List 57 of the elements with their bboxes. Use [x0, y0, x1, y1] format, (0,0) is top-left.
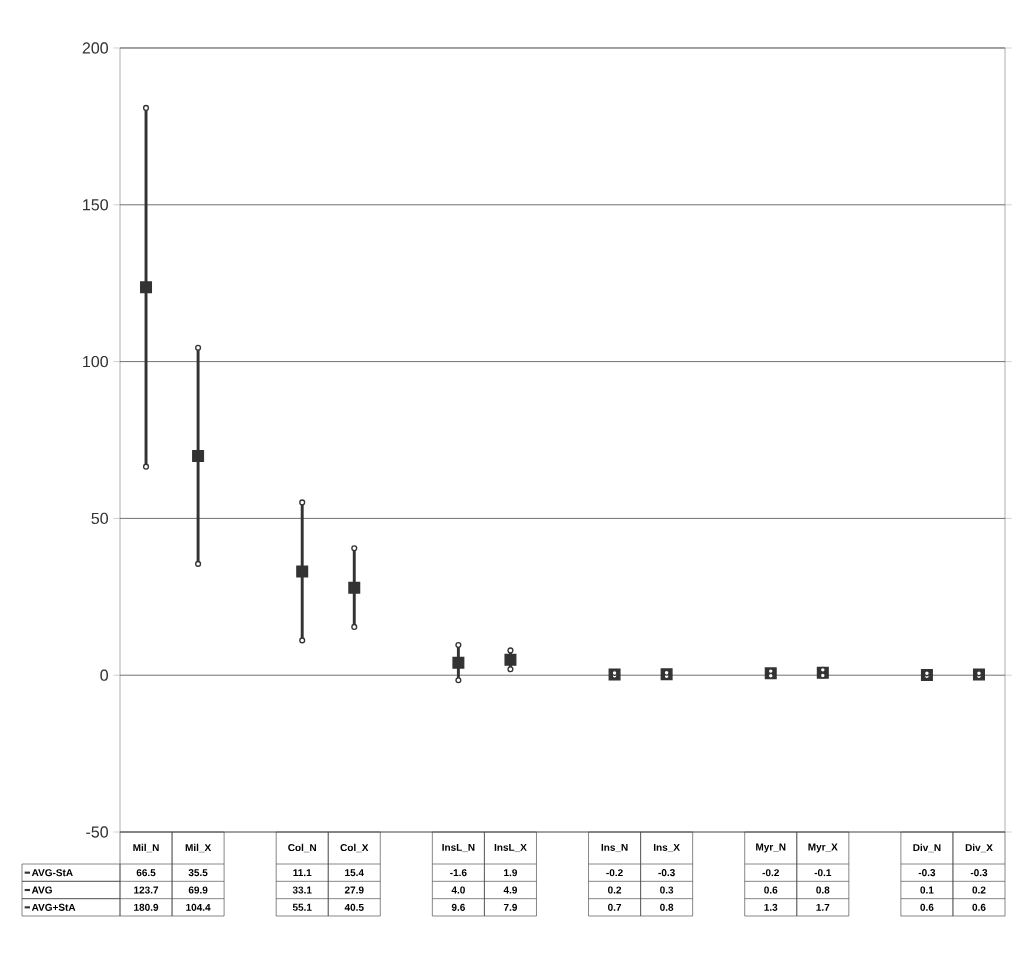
data-label: -0.3 [658, 869, 675, 877]
data-label: 15.4 [345, 869, 364, 877]
y-tick-label: 150 [83, 199, 108, 211]
data-label: 4.9 [503, 886, 518, 894]
legend-label: AVG-StA [31, 869, 73, 877]
data-label: -0.3 [918, 869, 936, 877]
data-label: -0.2 [762, 869, 779, 877]
x-tick-label: Mil_X [185, 843, 212, 853]
data-label: 0.2 [972, 886, 986, 894]
data-label: 4.0 [451, 886, 465, 894]
data-label: 1.9 [504, 869, 518, 877]
x-tick-label: Col_X [340, 843, 369, 853]
x-tick-label: Div_X [965, 843, 993, 853]
x-tick-label: Div_N [913, 843, 941, 853]
x-tick-label: InsL_X [494, 843, 527, 853]
data-label: 0.6 [764, 886, 778, 894]
x-tick-label: InsL_N [442, 843, 475, 853]
data-label: 0.8 [816, 886, 830, 894]
data-label: 180.9 [134, 903, 159, 911]
y-tick-label: 50 [91, 512, 108, 525]
data-label: 33.1 [292, 886, 312, 894]
data-label: 0.3 [660, 886, 674, 894]
data-label: 11.1 [293, 869, 312, 877]
data-label: 27.9 [344, 886, 364, 894]
data-label: 0.6 [920, 903, 934, 911]
data-label: 1.7 [816, 903, 830, 911]
data-label: 69.9 [188, 886, 208, 894]
x-tick-label: Ins_N [601, 843, 628, 853]
data-label: 104.4 [186, 903, 211, 911]
y-tick-label: 100 [83, 355, 108, 368]
data-label: 7.9 [503, 903, 518, 911]
data-label: 9.6 [451, 903, 465, 911]
data-label: 0.6 [972, 903, 986, 911]
x-tick-label: Ins_X [653, 843, 680, 853]
data-label: 55.1 [292, 903, 312, 911]
data-label: 0.7 [608, 903, 622, 911]
y-tick-label: 200 [82, 42, 108, 54]
y-tick-label: 0 [100, 669, 109, 681]
data-label: 123.7 [134, 886, 159, 894]
data-label: 35.5 [188, 869, 208, 877]
data-label: 0.2 [608, 886, 622, 894]
x-tick-label: Col_N [288, 843, 316, 853]
data-label: 66.5 [136, 869, 156, 877]
data-label: -0.1 [814, 869, 832, 877]
legend-label: AVG [31, 886, 52, 894]
x-tick-label: Mil_N [133, 843, 159, 853]
y-tick-label: -50 [86, 826, 108, 838]
data-label: -1.6 [450, 869, 467, 877]
data-label: 0.8 [660, 903, 674, 911]
data-label: -0.3 [970, 869, 988, 877]
data-label: 40.5 [344, 903, 364, 911]
data-label: -0.2 [606, 869, 623, 877]
data-label: 0.1 [920, 886, 934, 894]
legend-label: AVG+StA [31, 903, 76, 911]
x-tick-label: Myr_N [756, 843, 786, 853]
x-tick-label: Myr_X [808, 843, 838, 853]
data-label: 1.3 [764, 903, 778, 911]
